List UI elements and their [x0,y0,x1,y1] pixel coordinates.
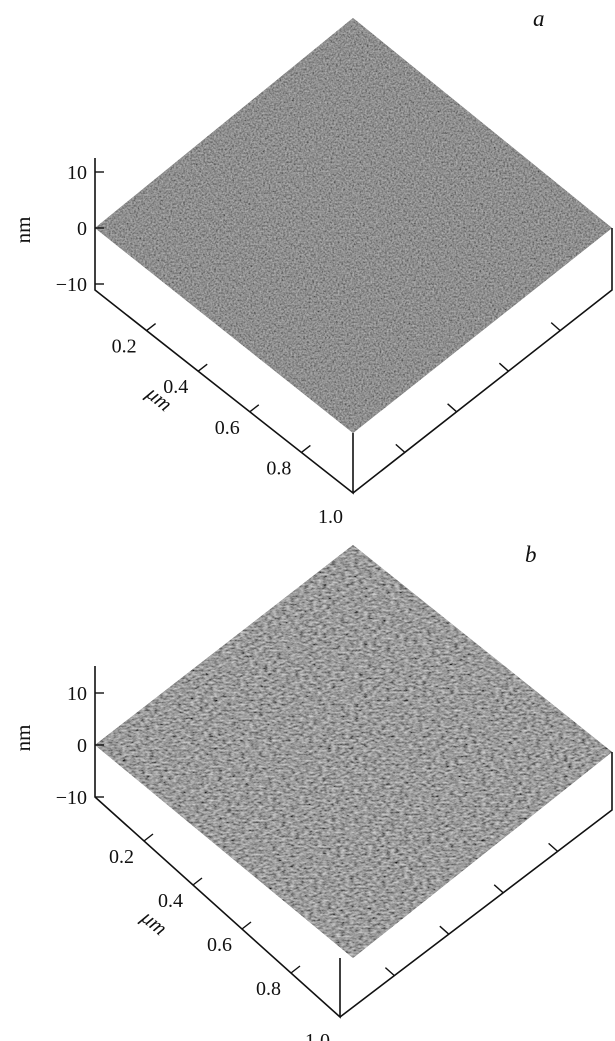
xy-tick-label: 0.2 [112,336,137,358]
z-tick-label: −10 [56,274,87,296]
z-tick-label: −10 [56,787,87,809]
xy-tick-label: 0.2 [109,846,134,868]
panel-letter-b: b [525,542,537,567]
xy-tick [241,921,252,930]
panel-letter-a: a [533,6,545,31]
xy-tick [146,323,157,332]
xy-tick-label: 0.6 [207,934,232,956]
xy-tick [249,404,260,413]
xy-tick-right [498,362,509,372]
xy-tick [300,444,311,453]
panel-a: 100−100.20.40.60.81.0 a nm μm [11,6,613,528]
xy-tick-right [548,842,559,852]
frame-right-b [339,752,613,1018]
z-axis-label-a: nm [11,217,35,244]
xy-tick-label: 1.0 [318,506,343,528]
xy-tick [290,965,301,974]
xy-tick-right [384,967,395,977]
z-tick-label: 0 [77,735,87,757]
xy-tick-label: 0.8 [266,457,291,479]
xy-tick-right [493,884,504,894]
xy-tick-label: 0.8 [256,978,281,1000]
xy-tick [197,363,208,372]
z-tick-label: 0 [77,218,87,240]
xy-tick-label: 1.0 [305,1030,330,1041]
xy-tick-right [550,322,561,332]
xy-tick-label: 0.6 [215,417,240,439]
xy-tick [192,877,203,886]
ticks-a: 10 0 −10 0.2 0.4 0.6 0.8 1.0 [56,162,561,528]
xy-tick-right [447,403,458,413]
xy-tick-right [439,925,450,935]
xy-tick-label: 0.4 [163,376,188,398]
xy-tick [143,833,154,842]
z-axis-label-b: nm [11,725,35,752]
z-tick-label: 10 [67,162,87,184]
xy-tick-right [395,443,406,453]
ticks-b: 10 0 −10 0.2 0.4 0.6 0.8 1.0 [56,683,559,1041]
panel-b: 100−100.20.40.60.81.0 b nm μm [11,542,613,1041]
surface-a [95,18,612,433]
frame-right-a [352,228,613,494]
frame-left-a [94,158,354,495]
xy-tick-label: 0.4 [158,890,183,912]
frame-left-b [94,666,341,1019]
z-tick-label: 10 [67,683,87,705]
